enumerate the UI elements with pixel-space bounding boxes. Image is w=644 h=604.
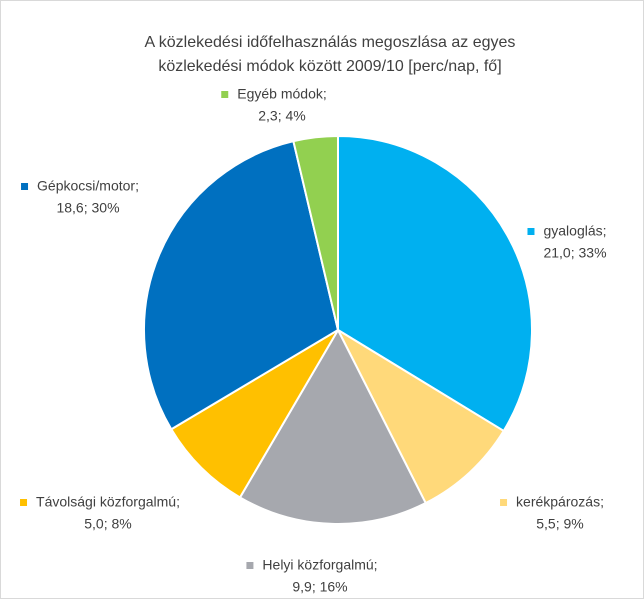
- slice-label-name: Távolsági közforgalmú;: [36, 494, 180, 510]
- slice-label-name: Egyéb módok;: [237, 86, 327, 102]
- legend-marker: [500, 499, 508, 506]
- slice-label-name: kerékpározás;: [516, 494, 604, 510]
- slice-value-label: 21,0; 33%: [543, 245, 606, 261]
- pie-slice: [337, 134, 533, 433]
- chart-title: közlekedési módok között 2009/10 [perc/n…: [158, 58, 501, 75]
- slice-value-label: 9,9; 16%: [292, 579, 347, 595]
- pie-slice: [143, 139, 340, 431]
- slice-label-name: Gépkocsi/motor;: [37, 178, 139, 194]
- pie-slice: [238, 327, 428, 525]
- slice-value-label: 18,6; 30%: [56, 200, 119, 216]
- legend-marker: [527, 228, 535, 235]
- legend-marker: [246, 562, 254, 569]
- slice-label-name: gyaloglás;: [543, 223, 606, 239]
- pie-slice: [292, 134, 339, 331]
- slice-value-label: 5,0; 8%: [84, 516, 131, 532]
- chart-title: A közlekedési időfelhasználás megoszlása…: [145, 34, 516, 51]
- pie-slice: [169, 329, 339, 499]
- legend-marker: [221, 91, 229, 98]
- slice-value-label: 5,5; 9%: [536, 516, 583, 532]
- slice-value-label: 2,3; 4%: [258, 108, 305, 124]
- slice-label-name: Helyi közforgalmú;: [262, 557, 377, 573]
- legend-marker: [20, 499, 28, 506]
- legend-marker: [21, 183, 29, 190]
- pie-slice: [335, 327, 506, 505]
